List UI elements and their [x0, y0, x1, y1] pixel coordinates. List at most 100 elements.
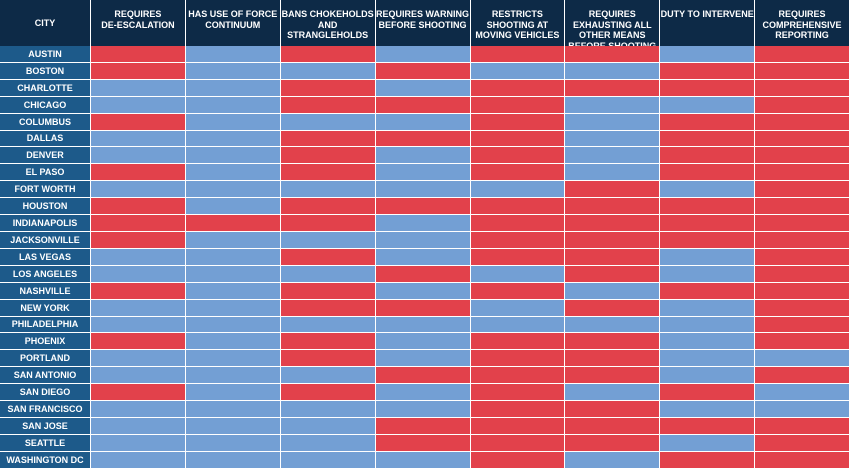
- heatmap-cell: [755, 248, 850, 266]
- heatmap-cell: [565, 265, 661, 283]
- heatmap-cell: [375, 147, 471, 165]
- heatmap-cell: [565, 384, 661, 402]
- heatmap-cell: [470, 181, 566, 199]
- heatmap-cell: [91, 46, 186, 63]
- heatmap-cell: [660, 401, 756, 418]
- heatmap-cell: [755, 316, 850, 334]
- heatmap-cell: [185, 265, 281, 283]
- heatmap-cell: [280, 164, 376, 182]
- heatmap-cell: [375, 384, 471, 402]
- heatmap-cell: [185, 62, 281, 80]
- heatmap-cell: [185, 113, 281, 131]
- heatmap-cell: [185, 215, 281, 232]
- heatmap-cell: [660, 130, 756, 148]
- heatmap-cell: [185, 164, 281, 182]
- heatmap-cell: [375, 96, 471, 114]
- heatmap-cell: [660, 79, 756, 97]
- heatmap-cell: [375, 401, 471, 418]
- heatmap-cell: [280, 231, 376, 249]
- heatmap-cell: [91, 316, 186, 334]
- column-header: BANS CHOKEHOLDS AND STRANGLEHOLDS: [280, 0, 376, 46]
- column-header: HAS USE OF FORCE CONTINUUM: [185, 0, 281, 46]
- heatmap-cell: [660, 164, 756, 182]
- heatmap-cell: [375, 282, 471, 300]
- heatmap-cell: [91, 434, 186, 452]
- heatmap-cell: [375, 231, 471, 249]
- heatmap-cell: [91, 350, 186, 368]
- heatmap-cell: [185, 96, 281, 114]
- heatmap-cell: [565, 96, 661, 114]
- heatmap-cell: [280, 316, 376, 334]
- heatmap-cell: [660, 384, 756, 402]
- row-label: COLUMBUS: [0, 113, 91, 131]
- heatmap-cell: [185, 231, 281, 249]
- heatmap-cell: [280, 181, 376, 199]
- heatmap-cell: [280, 265, 376, 283]
- heatmap-cell: [470, 147, 566, 165]
- heatmap-cell: [375, 350, 471, 368]
- heatmap-cell: [565, 164, 661, 182]
- heatmap-cell: [91, 231, 186, 249]
- heatmap-cell: [470, 130, 566, 148]
- column-header: REQUIRES DE-ESCALATION: [91, 0, 186, 46]
- heatmap-cell: [185, 434, 281, 452]
- heatmap-cell: [280, 367, 376, 385]
- heatmap-cell: [185, 401, 281, 418]
- heatmap-cell: [470, 451, 566, 469]
- heatmap-cell: [755, 181, 850, 199]
- heatmap-cell: [91, 181, 186, 199]
- heatmap-cell: [375, 164, 471, 182]
- heatmap-cell: [280, 282, 376, 300]
- heatmap-cell: [470, 62, 566, 80]
- heatmap-cell: [660, 316, 756, 334]
- heatmap-cell: [185, 333, 281, 351]
- column-header: REQUIRES EXHAUSTING ALL OTHER MEANS BEFO…: [565, 0, 661, 51]
- heatmap-cell: [660, 299, 756, 317]
- row-label: LAS VEGAS: [0, 248, 91, 266]
- heatmap-cell: [755, 130, 850, 148]
- row-label: SAN DIEGO: [0, 384, 91, 402]
- heatmap-cell: [375, 333, 471, 351]
- heatmap-cell: [755, 46, 850, 63]
- heatmap-cell: [565, 451, 661, 469]
- heatmap-cell: [565, 417, 661, 435]
- heatmap-cell: [565, 316, 661, 334]
- heatmap-cell: [91, 333, 186, 351]
- heatmap-cell: [660, 350, 756, 368]
- heatmap-cell: [660, 62, 756, 80]
- row-label: NASHVILLE: [0, 282, 91, 300]
- heatmap-cell: [565, 147, 661, 165]
- heatmap-cell: [185, 417, 281, 435]
- row-label: PHILADELPHIA: [0, 316, 91, 334]
- city-column-header: CITY: [0, 0, 91, 46]
- heatmap-cell: [565, 113, 661, 131]
- heatmap-cell: [755, 333, 850, 351]
- row-label: DENVER: [0, 147, 91, 165]
- heatmap-cell: [565, 181, 661, 199]
- heatmap-cell: [185, 384, 281, 402]
- heatmap-cell: [470, 417, 566, 435]
- column-header: REQUIRES WARNING BEFORE SHOOTING: [375, 0, 471, 46]
- row-label: SEATTLE: [0, 434, 91, 452]
- heatmap-cell: [565, 434, 661, 452]
- heatmap-cell: [660, 434, 756, 452]
- heatmap-cell: [185, 316, 281, 334]
- heatmap-cell: [185, 367, 281, 385]
- heatmap-cell: [375, 130, 471, 148]
- row-label: SAN JOSE: [0, 417, 91, 435]
- heatmap-cell: [470, 79, 566, 97]
- heatmap-cell: [755, 164, 850, 182]
- heatmap-cell: [470, 46, 566, 63]
- heatmap-cell: [375, 265, 471, 283]
- heatmap-cell: [280, 299, 376, 317]
- heatmap-cell: [91, 62, 186, 80]
- heatmap-cell: [91, 79, 186, 97]
- heatmap-cell: [565, 79, 661, 97]
- heatmap-cell: [565, 248, 661, 266]
- heatmap-cell: [660, 265, 756, 283]
- heatmap-cell: [660, 215, 756, 232]
- heatmap-cell: [280, 62, 376, 80]
- heatmap-cell: [755, 299, 850, 317]
- heatmap-cell: [375, 113, 471, 131]
